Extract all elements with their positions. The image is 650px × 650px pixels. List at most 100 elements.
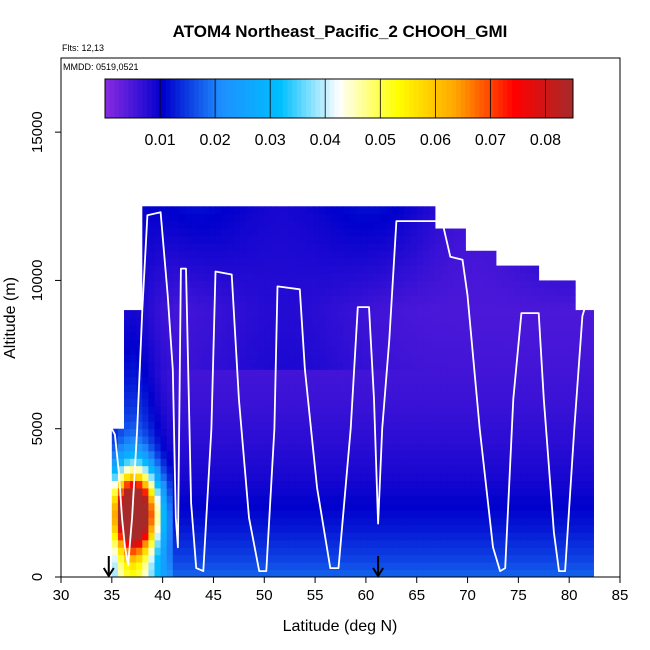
heatmap-cell (300, 495, 308, 504)
heatmap-cell (410, 354, 418, 363)
heatmap-cell (331, 488, 338, 496)
heatmap-cell (526, 295, 533, 304)
heatmap-cell (233, 287, 241, 296)
heatmap-cell (148, 436, 155, 444)
heatmap-cell (538, 287, 546, 296)
x-tick-label: 80 (561, 587, 578, 604)
heatmap-cell (538, 324, 546, 333)
heatmap-cell (313, 547, 320, 556)
heatmap-cell (306, 302, 314, 311)
heatmap-cell (221, 317, 229, 326)
heatmap-cell (410, 280, 418, 289)
heatmap-cell (489, 332, 497, 341)
heatmap-cell (374, 265, 381, 274)
heatmap-cell (178, 391, 186, 400)
heatmap-cell (380, 436, 387, 444)
heatmap-cell (477, 361, 485, 370)
heatmap-cell (563, 324, 570, 333)
heatmap-cell (154, 361, 162, 370)
heatmap-cell (471, 302, 479, 311)
heatmap-cell (325, 369, 332, 378)
heatmap-cell (288, 562, 296, 570)
heatmap-cell (343, 547, 351, 556)
heatmap-cell (300, 406, 308, 415)
heatmap-cell (252, 354, 259, 363)
heatmap-cell (386, 495, 393, 504)
heatmap-cell (361, 458, 369, 467)
heatmap-cell (544, 554, 552, 563)
heatmap-cell (252, 228, 259, 237)
heatmap-cell (483, 428, 491, 437)
heatmap-cell (349, 228, 357, 237)
heatmap-cell (502, 406, 509, 415)
heatmap-cell (300, 287, 308, 296)
heatmap-cell (191, 443, 198, 452)
heatmap-cell (343, 206, 351, 215)
heatmap-cell (355, 458, 363, 467)
heatmap-cell (428, 428, 436, 437)
heatmap-cell (435, 436, 442, 444)
heatmap-cell (306, 206, 314, 215)
heatmap-cell (154, 310, 162, 318)
colorbar-swatch (423, 79, 429, 118)
heatmap-cell (441, 450, 448, 459)
heatmap-cell (355, 465, 363, 474)
heatmap-cell (142, 280, 149, 289)
heatmap-cell (172, 539, 180, 548)
heatmap-cell (258, 488, 265, 496)
heatmap-cell (258, 421, 265, 430)
heatmap-cell (447, 399, 454, 407)
heatmap-cell (349, 436, 357, 444)
heatmap-cell (197, 228, 204, 237)
heatmap-cell (136, 428, 143, 437)
heatmap-cell (367, 436, 375, 444)
heatmap-cell (337, 562, 344, 570)
heatmap-cell (459, 295, 466, 304)
heatmap-cell (300, 250, 308, 259)
heatmap-cell (148, 539, 155, 548)
heatmap-cell (252, 258, 259, 266)
heatmap-cell (459, 324, 466, 333)
heatmap-cell (447, 295, 454, 304)
heatmap-cell (428, 569, 436, 577)
heatmap-cell (422, 569, 430, 577)
heatmap-cell (471, 539, 479, 548)
heatmap-cell (166, 458, 174, 467)
heatmap-cell (453, 525, 460, 533)
heatmap-cell (221, 332, 229, 341)
heatmap-cell (245, 399, 253, 407)
heatmap-cell (294, 399, 302, 407)
heatmap-cell (422, 295, 430, 304)
heatmap-cell (136, 488, 143, 496)
heatmap-cell (136, 465, 143, 474)
heatmap-cell (544, 473, 552, 482)
heatmap-cell (496, 450, 503, 459)
heatmap-cell (331, 539, 338, 548)
heatmap-cell (203, 554, 210, 563)
heatmap-cell (197, 361, 204, 370)
heatmap-cell (178, 361, 186, 370)
heatmap-cell (282, 310, 290, 318)
heatmap-cell (404, 354, 412, 363)
heatmap-cell (544, 391, 552, 400)
heatmap-cell (300, 562, 308, 570)
heatmap-cell (520, 332, 527, 341)
heatmap-cell (380, 510, 387, 519)
heatmap-cell (215, 539, 222, 548)
heatmap-cell (422, 361, 430, 370)
heatmap-cell (215, 339, 222, 348)
heatmap-cell (221, 221, 229, 229)
heatmap-cell (569, 510, 576, 519)
heatmap-cell (148, 510, 155, 519)
heatmap-cell (276, 539, 283, 548)
heatmap-cell (325, 465, 332, 474)
colorbar-tick-label: 0.08 (530, 132, 561, 149)
heatmap-cell (294, 332, 302, 341)
heatmap-cell (160, 569, 168, 577)
heatmap-cell (191, 428, 198, 437)
heatmap-cell (380, 480, 387, 489)
heatmap-cell (483, 510, 491, 519)
heatmap-cell (154, 428, 162, 437)
heatmap-cell (459, 569, 466, 577)
heatmap-cell (483, 347, 491, 355)
